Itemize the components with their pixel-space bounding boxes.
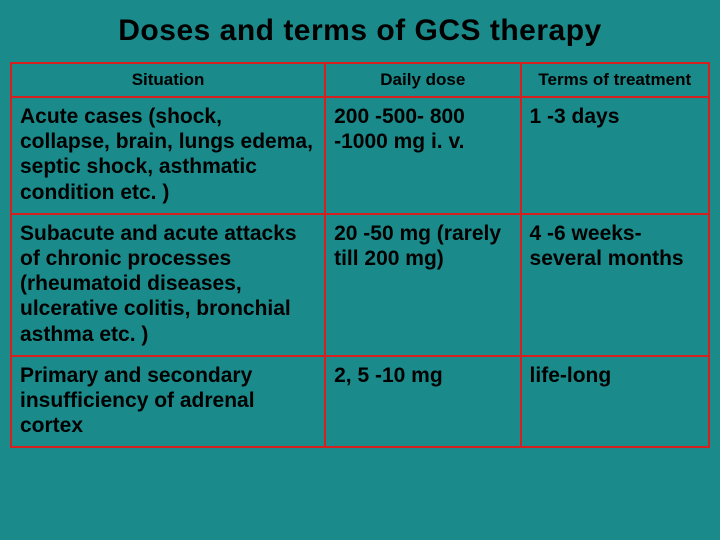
- table-header-row: Situation Daily dose Terms of treatment: [11, 63, 709, 97]
- table-row: Acute cases (shock, collapse, brain, lun…: [11, 97, 709, 214]
- slide-title: Doses and terms of GCS therapy: [10, 14, 710, 48]
- cell-situation: Primary and secondary insufficiency of a…: [11, 356, 325, 448]
- slide: Doses and terms of GCS therapy Situation…: [0, 0, 720, 540]
- cell-terms: life-long: [521, 356, 709, 448]
- col-situation: Situation: [11, 63, 325, 97]
- gcs-table: Situation Daily dose Terms of treatment …: [10, 62, 710, 448]
- cell-terms: 1 -3 days: [521, 97, 709, 214]
- col-dose: Daily dose: [325, 63, 520, 97]
- table-row: Primary and secondary insufficiency of a…: [11, 356, 709, 448]
- cell-terms: 4 -6 weeks- several months: [521, 214, 709, 356]
- cell-situation: Subacute and acute attacks of chronic pr…: [11, 214, 325, 356]
- cell-situation: Acute cases (shock, collapse, brain, lun…: [11, 97, 325, 214]
- cell-dose: 20 -50 mg (rarely till 200 mg): [325, 214, 520, 356]
- table-row: Subacute and acute attacks of chronic pr…: [11, 214, 709, 356]
- cell-dose: 200 -500- 800 -1000 mg i. v.: [325, 97, 520, 214]
- cell-dose: 2, 5 -10 mg: [325, 356, 520, 448]
- col-terms: Terms of treatment: [521, 63, 709, 97]
